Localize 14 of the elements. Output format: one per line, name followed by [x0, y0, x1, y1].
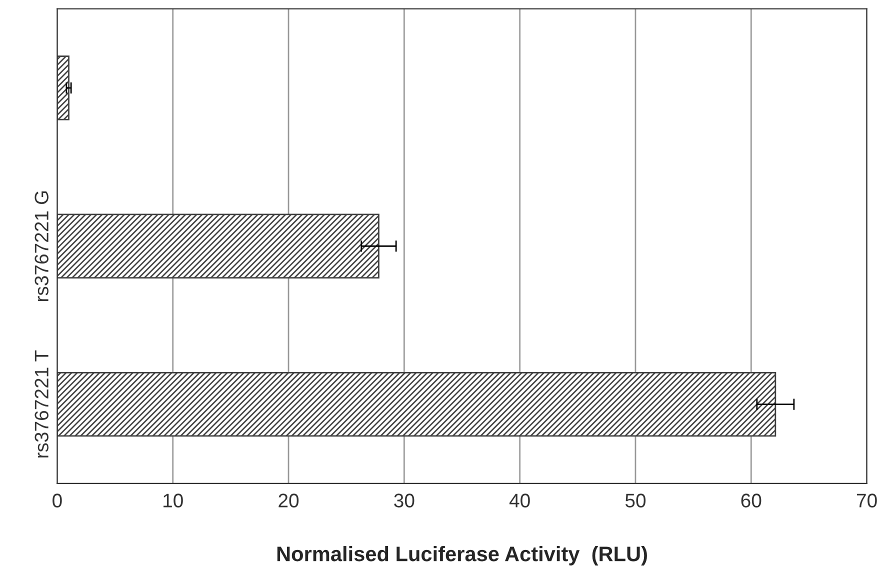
y-tick-label: rs3767221 G [34, 191, 48, 302]
x-tick-label: 0 [52, 494, 62, 508]
x-tick-label: 30 [394, 494, 414, 508]
x-tick-label: 40 [509, 494, 530, 508]
bar [57, 214, 380, 278]
x-tick-label: 60 [741, 494, 762, 508]
bar [57, 372, 776, 437]
y-tick-label: rs3767221 T [34, 350, 48, 458]
x-tick-label: 50 [625, 494, 646, 508]
bar [57, 56, 70, 120]
x-tick-label: 10 [164, 494, 183, 508]
x-tick-label: 20 [278, 494, 299, 508]
x-axis-title: Normalised Luciferase Activity (RLU) [277, 546, 647, 566]
x-tick-label: 70 [856, 494, 877, 508]
